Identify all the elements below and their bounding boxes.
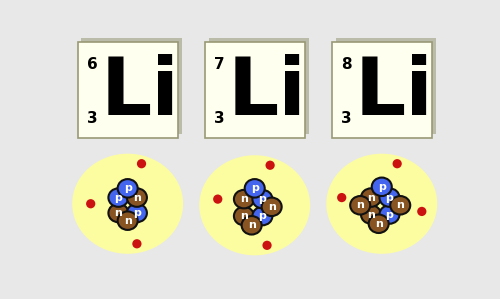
- Text: n: n: [240, 194, 248, 204]
- Ellipse shape: [326, 154, 437, 254]
- Ellipse shape: [72, 154, 183, 254]
- Ellipse shape: [368, 214, 388, 233]
- Text: 3: 3: [87, 111, 98, 126]
- Text: n: n: [248, 220, 256, 230]
- Ellipse shape: [108, 188, 128, 207]
- Text: n: n: [396, 200, 404, 210]
- Ellipse shape: [127, 204, 147, 222]
- Ellipse shape: [380, 205, 400, 224]
- Text: 3: 3: [341, 111, 351, 126]
- Circle shape: [137, 159, 146, 168]
- Ellipse shape: [390, 196, 410, 214]
- Text: p: p: [133, 208, 141, 218]
- FancyBboxPatch shape: [204, 42, 305, 138]
- Text: n: n: [240, 211, 248, 221]
- Ellipse shape: [200, 155, 310, 255]
- Circle shape: [213, 195, 222, 204]
- FancyBboxPatch shape: [208, 38, 308, 135]
- Text: n: n: [367, 193, 375, 203]
- Ellipse shape: [372, 178, 392, 196]
- Ellipse shape: [361, 188, 381, 207]
- Text: p: p: [386, 193, 394, 203]
- Ellipse shape: [108, 204, 128, 222]
- Ellipse shape: [242, 216, 262, 234]
- Text: n: n: [356, 200, 364, 210]
- Text: 8: 8: [341, 57, 351, 72]
- Text: n: n: [367, 210, 375, 219]
- Text: n: n: [114, 208, 122, 218]
- Text: n: n: [124, 216, 132, 226]
- Ellipse shape: [350, 196, 370, 214]
- Circle shape: [132, 239, 141, 248]
- Ellipse shape: [234, 207, 254, 225]
- Ellipse shape: [234, 190, 254, 208]
- Text: n: n: [268, 202, 276, 212]
- FancyBboxPatch shape: [332, 42, 432, 138]
- Ellipse shape: [262, 198, 281, 216]
- Text: Li: Li: [100, 54, 180, 132]
- Ellipse shape: [380, 188, 400, 207]
- Ellipse shape: [118, 211, 138, 230]
- Text: n: n: [133, 193, 141, 203]
- Text: 6: 6: [87, 57, 98, 72]
- Text: 7: 7: [214, 57, 224, 72]
- Circle shape: [266, 161, 274, 170]
- FancyBboxPatch shape: [78, 42, 178, 138]
- Circle shape: [86, 199, 96, 208]
- Text: p: p: [258, 194, 266, 204]
- Text: p: p: [251, 183, 258, 193]
- Text: n: n: [374, 219, 382, 229]
- Text: p: p: [258, 211, 266, 221]
- Text: 3: 3: [214, 111, 224, 126]
- Ellipse shape: [118, 179, 138, 198]
- Circle shape: [392, 159, 402, 168]
- Text: Li: Li: [355, 54, 434, 132]
- Text: p: p: [378, 182, 386, 192]
- Circle shape: [337, 193, 346, 202]
- FancyBboxPatch shape: [82, 38, 182, 135]
- Text: p: p: [124, 183, 132, 193]
- Circle shape: [417, 207, 426, 216]
- Text: p: p: [386, 210, 394, 219]
- Ellipse shape: [252, 190, 272, 208]
- FancyBboxPatch shape: [336, 38, 436, 135]
- Ellipse shape: [244, 179, 264, 198]
- Ellipse shape: [361, 205, 381, 224]
- Text: Li: Li: [228, 54, 306, 132]
- Ellipse shape: [252, 207, 272, 225]
- Text: p: p: [114, 193, 122, 203]
- Circle shape: [262, 241, 272, 250]
- Ellipse shape: [127, 188, 147, 207]
